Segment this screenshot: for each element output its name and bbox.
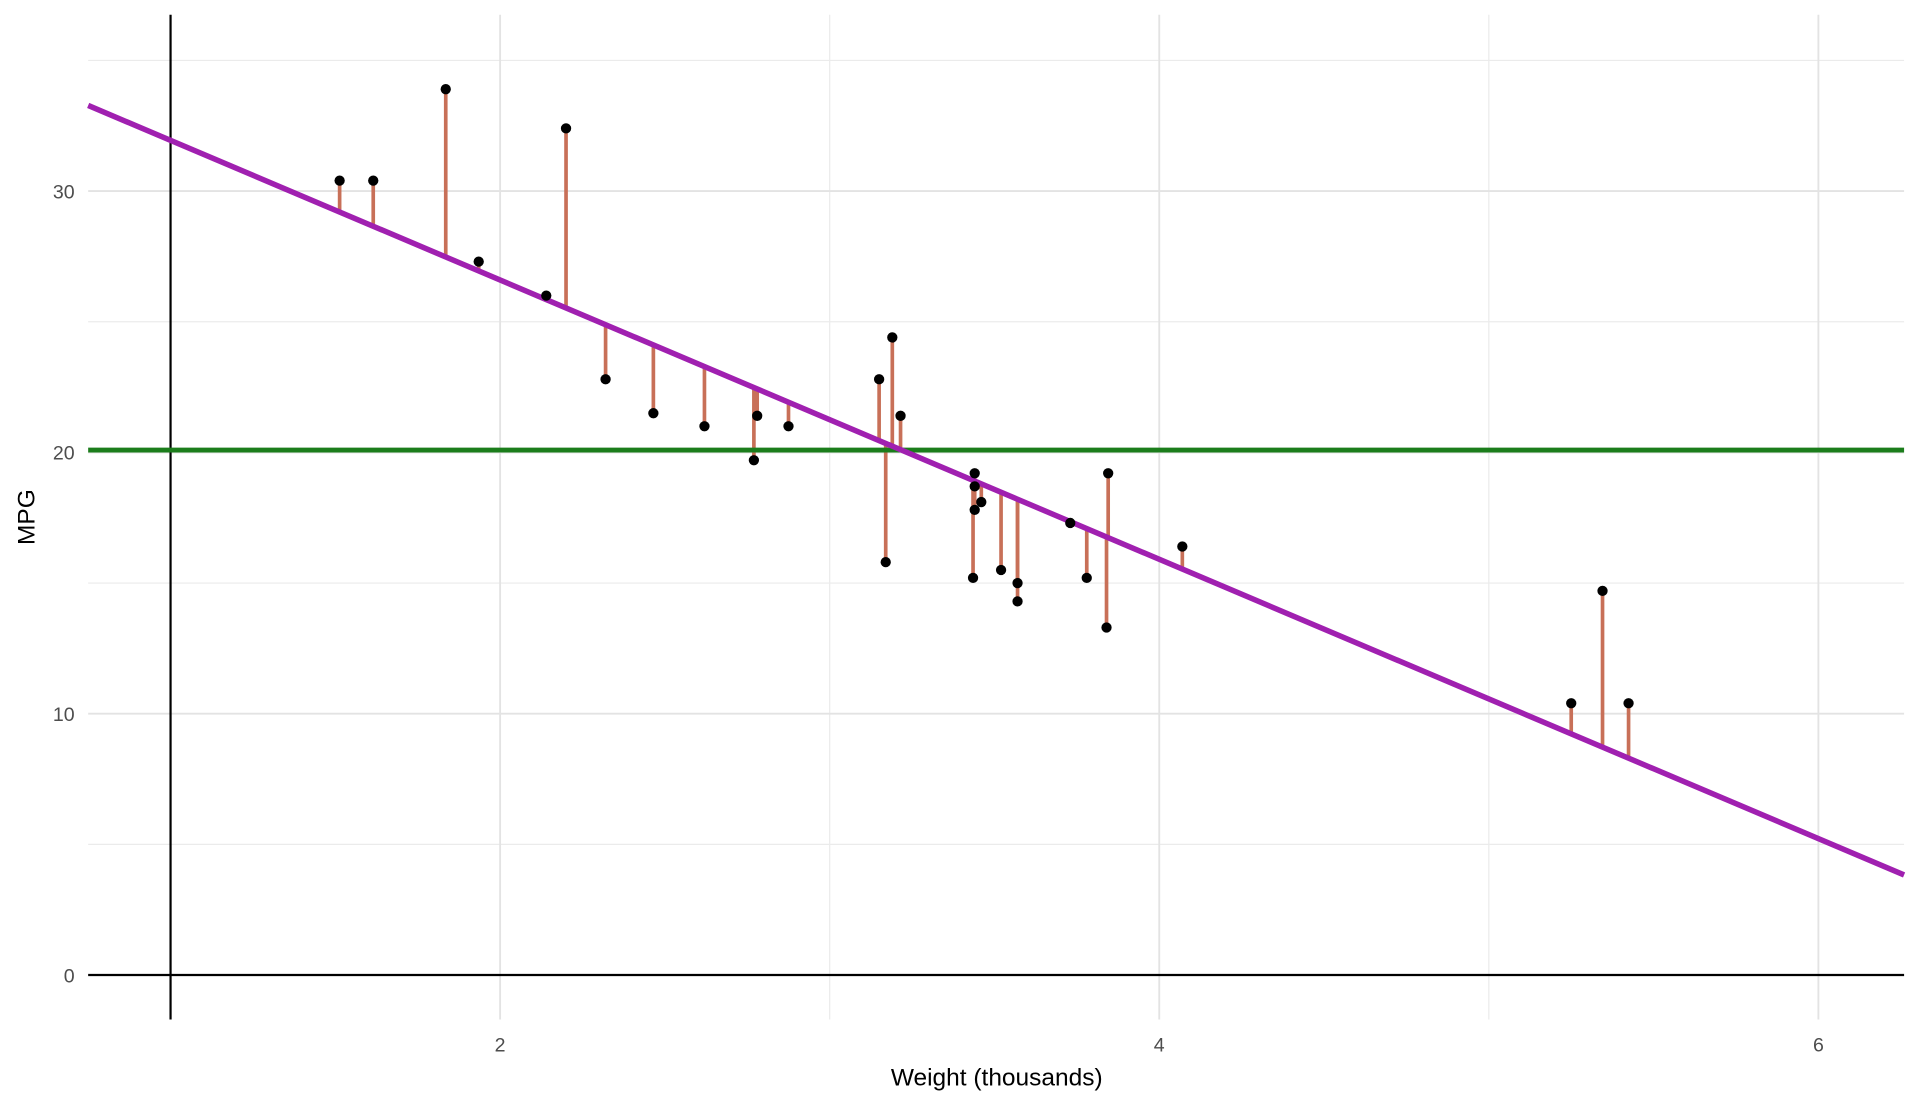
residuals: [337, 89, 1631, 759]
data-point: [1103, 468, 1114, 479]
data-point: [967, 572, 979, 583]
data-point: [1623, 698, 1634, 709]
grid: [88, 14, 1905, 1020]
x-tick-label: 4: [1154, 1034, 1165, 1056]
data-point: [600, 374, 611, 385]
data-point: [969, 468, 980, 479]
data-point: [880, 557, 891, 568]
fit-lines: [87, 102, 1906, 878]
data-point: [748, 455, 760, 466]
data-point: [783, 421, 794, 432]
data-point: [969, 481, 980, 492]
points: [334, 84, 1634, 709]
x-tick-label: 2: [495, 1034, 506, 1056]
data-point: [648, 408, 659, 419]
data-point: [560, 123, 572, 134]
data-point: [976, 496, 987, 508]
data-point: [1101, 622, 1112, 633]
data-point: [1177, 541, 1188, 552]
data-point: [995, 564, 1007, 576]
tick-labels: 2 4 6 0 10 20 30: [53, 181, 1824, 1056]
data-point: [873, 374, 885, 385]
data-point: [1597, 585, 1608, 597]
data-point: [895, 410, 906, 421]
data-point: [1081, 572, 1092, 583]
y-tick-label: 0: [64, 965, 75, 987]
data-point: [699, 421, 710, 432]
data-point: [1012, 577, 1023, 589]
data-point: [969, 504, 980, 516]
data-point: [752, 410, 763, 421]
data-point: [368, 175, 379, 186]
data-point: [541, 290, 552, 301]
data-point: [334, 175, 345, 186]
data-point: [1012, 596, 1023, 607]
y-tick-label: 30: [53, 181, 75, 203]
data-point: [887, 332, 898, 343]
y-axis-label: MPG: [13, 489, 40, 545]
data-point: [473, 256, 484, 267]
x-axis-label: Weight (thousands): [891, 1065, 1103, 1092]
data-point: [1065, 517, 1076, 529]
y-tick-label: 10: [53, 704, 75, 726]
y-tick-label: 20: [53, 443, 75, 465]
reference-lines: [88, 14, 1905, 1020]
x-tick-label: 6: [1813, 1034, 1824, 1056]
data-point: [1566, 698, 1577, 709]
regression-line: [87, 102, 1906, 878]
data-point: [440, 84, 451, 95]
